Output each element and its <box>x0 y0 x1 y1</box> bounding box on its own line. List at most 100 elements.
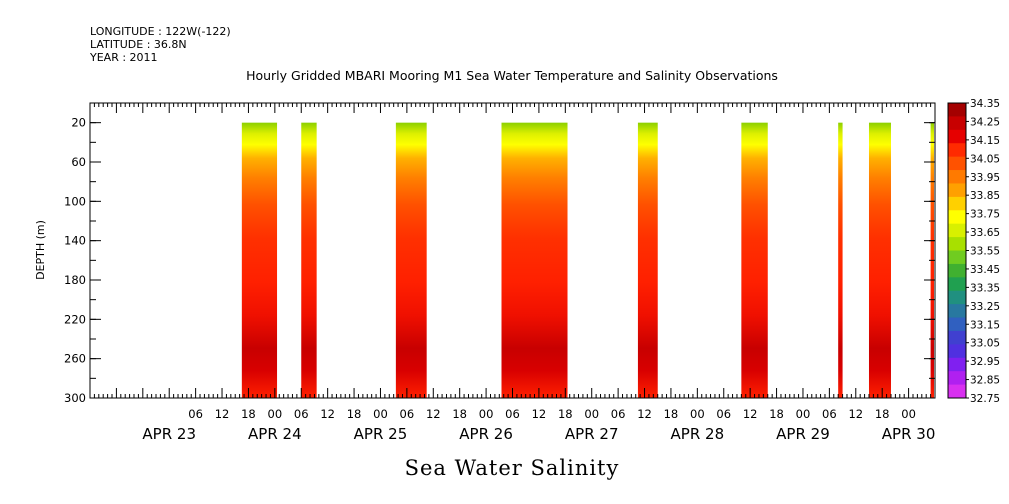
colorbar-label: 33.35 <box>970 282 1000 294</box>
colorbar-label: 33.15 <box>970 319 1000 331</box>
y-tick-label: 260 <box>64 352 86 366</box>
x-axis: 06 12 18 00 06 12 18 00 06 12 18 00 06 12 18 00 06 12 18 00… <box>89 103 936 443</box>
year-label: YEAR : 2011 <box>89 51 158 64</box>
data-block <box>637 122 658 399</box>
colorbar-label: 33.85 <box>970 190 1000 202</box>
x-tick-label: 06 <box>822 407 837 421</box>
x-tick-label: 00 <box>796 407 811 421</box>
colorbar-swatch <box>948 196 966 211</box>
x-tick-label: 12 <box>426 407 441 421</box>
colorbar-swatch <box>948 156 966 171</box>
y-tick-label: 180 <box>64 273 86 287</box>
colorbar-swatch <box>948 371 966 386</box>
x-tick-label: 12 <box>215 407 230 421</box>
data-block <box>741 122 768 399</box>
colorbar-label: 33.95 <box>970 172 1000 184</box>
data-block <box>838 122 843 399</box>
x-day-label: APR 30 <box>882 425 936 443</box>
colorbar-swatch <box>948 277 966 292</box>
y-axis-label: DEPTH (m) <box>34 220 47 280</box>
y-tick-label: 220 <box>64 312 86 326</box>
y-tick-label: 100 <box>64 194 86 208</box>
x-day-label: APR 28 <box>671 425 725 443</box>
x-tick-label: 18 <box>452 407 467 421</box>
x-tick-label: 00 <box>268 407 283 421</box>
x-day-label: APR 27 <box>565 425 619 443</box>
x-tick-label: 06 <box>611 407 626 421</box>
x-tick-label: 12 <box>743 407 758 421</box>
colorbar-label: 34.05 <box>970 153 1000 165</box>
colorbar-label: 33.45 <box>970 264 1000 276</box>
x-tick-label: 18 <box>769 407 784 421</box>
x-day-label: APR 23 <box>142 425 196 443</box>
colorbar-swatch <box>948 304 966 319</box>
colorbar-label: 34.35 <box>970 98 1000 110</box>
colorbar-label: 34.25 <box>970 116 1000 128</box>
chart-title: Hourly Gridded MBARI Mooring M1 Sea Wate… <box>246 68 778 83</box>
x-tick-label: 00 <box>690 407 705 421</box>
x-tick-label: 18 <box>875 407 890 421</box>
colorbar-label: 33.65 <box>970 227 1000 239</box>
x-axis-label: Sea Water Salinity <box>405 456 620 480</box>
colorbar-swatch <box>948 263 966 278</box>
colorbar-swatch <box>948 290 966 305</box>
colorbar-swatch <box>948 103 966 117</box>
colorbar-label: 33.25 <box>970 301 1000 313</box>
colorbar-swatch <box>948 183 966 198</box>
colorbar-swatch <box>948 116 966 131</box>
x-day-label: APR 29 <box>776 425 830 443</box>
colorbar-label: 32.85 <box>970 375 1000 387</box>
x-tick-label: 18 <box>241 407 256 421</box>
data-block <box>395 122 427 399</box>
colorbar-swatch <box>948 143 966 158</box>
latitude-label: LATITUDE : 36.8N <box>90 38 187 51</box>
x-tick-label: 06 <box>400 407 415 421</box>
colorbar-label: 33.05 <box>970 338 1000 350</box>
x-tick-label: 18 <box>558 407 573 421</box>
data-block <box>241 122 278 399</box>
colorbar-swatch <box>948 317 966 332</box>
x-tick-label: 00 <box>479 407 494 421</box>
x-tick-label: 06 <box>294 407 309 421</box>
x-tick-label: 12 <box>532 407 547 421</box>
colorbar-swatch <box>948 210 966 225</box>
longitude-label: LONGITUDE : 122W(-122) <box>90 25 231 38</box>
y-tick-label: 140 <box>64 234 86 248</box>
x-tick-label: 00 <box>373 407 388 421</box>
data-blocks <box>241 122 934 399</box>
colorbar-swatch <box>948 223 966 238</box>
x-tick-label: 00 <box>584 407 599 421</box>
data-block <box>301 122 317 399</box>
colorbar-label: 33.55 <box>970 246 1000 258</box>
x-tick-label: 12 <box>320 407 335 421</box>
colorbar-swatch <box>948 384 966 399</box>
y-tick-label: 20 <box>71 116 86 130</box>
colorbar-label: 34.15 <box>970 135 1000 147</box>
colorbar-swatch <box>948 357 966 372</box>
x-tick-label: 06 <box>716 407 731 421</box>
y-tick-label: 300 <box>64 391 86 405</box>
x-tick-label: 06 <box>505 407 520 421</box>
data-block <box>501 122 568 399</box>
colorbar-swatch <box>948 129 966 144</box>
y-tick-label: 60 <box>71 155 86 169</box>
colorbar-swatch <box>948 250 966 265</box>
colorbar: 34.35 34.25 34.15 34.05 33.95 33.85 33.75 33.65… <box>947 98 1000 405</box>
x-tick-label: 18 <box>347 407 362 421</box>
colorbar-swatch <box>948 344 966 359</box>
x-tick-label: 00 <box>901 407 916 421</box>
colorbar-swatch <box>948 330 966 345</box>
colorbar-label: 32.95 <box>970 356 1000 368</box>
x-day-label: APR 24 <box>248 425 302 443</box>
colorbar-label: 32.75 <box>970 393 1000 405</box>
data-block <box>868 122 891 399</box>
x-tick-label: 12 <box>637 407 652 421</box>
x-tick-label: 06 <box>188 407 203 421</box>
y-axis: 20 60 100 140 180 220 260 300 <box>64 102 935 405</box>
colorbar-swatch <box>948 237 966 251</box>
x-tick-label: 18 <box>664 407 679 421</box>
colorbar-label: 33.75 <box>970 209 1000 221</box>
x-tick-label: 12 <box>848 407 863 421</box>
colorbar-swatch <box>948 170 966 184</box>
